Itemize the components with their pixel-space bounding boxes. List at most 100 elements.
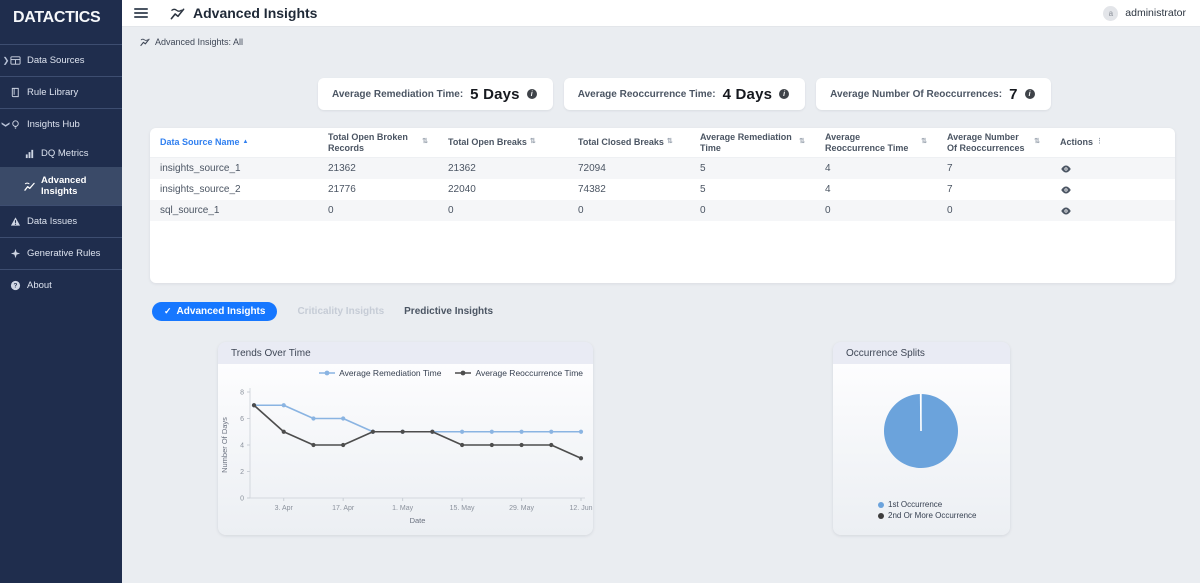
- kpi-label: Average Number Of Reoccurrences:: [830, 88, 1003, 100]
- bar-chart-icon: [24, 148, 35, 159]
- column-header-total-open-broken-records[interactable]: Total Open Broken Records ⇅: [318, 132, 438, 153]
- svg-text:12. Jun: 12. Jun: [570, 505, 593, 512]
- kpi-number-of-reoccurrences: Average Number Of Reoccurrences: 7 i: [816, 78, 1051, 110]
- column-header-total-open-breaks[interactable]: Total Open Breaks ⇅: [438, 137, 568, 147]
- trend-chart-icon: [140, 38, 150, 46]
- legend-label: Average Remediation Time: [339, 368, 442, 378]
- table-row: insights_source_1 21362 21362 72094 5 4 7: [150, 158, 1175, 179]
- info-icon[interactable]: i: [1024, 89, 1035, 99]
- cell-value: 74382: [578, 184, 606, 195]
- hamburger-menu-icon[interactable]: [134, 8, 148, 18]
- cell-value: 0: [947, 205, 953, 216]
- occurrence-splits-card: Occurrence Splits 1st Occurrence 2nd Or M…: [833, 342, 1010, 535]
- svg-text:2: 2: [240, 469, 244, 476]
- sidebar-item-about[interactable]: ? About: [0, 269, 122, 301]
- tab-criticality-insights: Criticality Insights: [297, 306, 385, 317]
- sidebar-item-rule-library[interactable]: Rule Library: [0, 76, 122, 108]
- column-header-average-reoccurrence-time[interactable]: Average Reoccurrence Time ⇅: [815, 132, 937, 153]
- sidebar-item-data-sources[interactable]: ❯ Data Sources: [0, 44, 122, 76]
- user-menu[interactable]: a administrator: [1103, 5, 1186, 21]
- column-header-actions[interactable]: Actions ⋮: [1050, 137, 1115, 147]
- breadcrumb: Advanced Insights: All: [140, 37, 243, 47]
- kpi-label: Average Reoccurrence Time:: [577, 88, 716, 100]
- sidebar-item-label: Insights Hub: [27, 119, 80, 130]
- legend-marker-icon: [878, 512, 884, 519]
- occurrence-pie-chart: [884, 393, 959, 468]
- svg-text:29. May: 29. May: [509, 505, 534, 512]
- breadcrumb-label: Advanced Insights: All: [155, 37, 244, 47]
- column-label: Average Remediation Time: [700, 132, 792, 153]
- view-row-button[interactable]: [1050, 184, 1115, 196]
- column-header-data-source-name[interactable]: Data Source Name ▲: [150, 137, 318, 147]
- legend-label: 2nd Or More Occurrence: [888, 511, 977, 520]
- sidebar-item-label: Rule Library: [27, 87, 79, 98]
- insights-tabs: ✓ Advanced Insights Criticality Insights…: [152, 302, 493, 321]
- sort-icon: ⇅: [422, 138, 428, 146]
- sort-icon: ⇅: [1034, 138, 1040, 146]
- legend-item-average-reoccurrence-time[interactable]: Average Reoccurrence Time: [455, 368, 583, 378]
- sidebar-item-dq-metrics[interactable]: DQ Metrics: [0, 140, 122, 167]
- cell-value: 0: [700, 205, 706, 216]
- top-bar: Advanced Insights a administrator: [122, 0, 1200, 27]
- view-row-button[interactable]: [1050, 205, 1115, 217]
- column-header-average-number-of-reoccurrences[interactable]: Average Number Of Reoccurrences ⇅: [937, 132, 1050, 153]
- cell-data-source-name: insights_source_2: [160, 184, 241, 195]
- sidebar-item-advanced-insights[interactable]: Advanced Insights: [0, 167, 122, 205]
- chevron-down-icon: ❯: [1, 121, 11, 128]
- kpi-value: 4 Days: [722, 85, 773, 103]
- cell-value: 21362: [328, 163, 356, 174]
- legend-item-2nd-or-more-occurrence[interactable]: 2nd Or More Occurrence: [878, 511, 976, 520]
- svg-text:Number Of Days: Number Of Days: [220, 417, 229, 473]
- sidebar-item-data-issues[interactable]: Data Issues: [0, 205, 122, 237]
- page-title: Advanced Insights: [193, 5, 318, 21]
- legend-marker-icon: [455, 370, 472, 376]
- info-icon[interactable]: i: [526, 89, 537, 99]
- info-icon[interactable]: i: [779, 89, 790, 99]
- avatar: a: [1103, 5, 1119, 21]
- sidebar-item-label: About: [27, 280, 52, 291]
- sort-icon: ⇅: [529, 138, 536, 146]
- cell-value: 72094: [578, 163, 606, 174]
- tab-label: Advanced Insights: [176, 306, 266, 317]
- table-row: sql_source_1 0 0 0 0 0 0: [150, 200, 1175, 221]
- sidebar-item-label: Data Sources: [27, 55, 85, 66]
- sidebar-item-label: DQ Metrics: [41, 148, 89, 159]
- kpi-remediation-time: Average Remediation Time: 5 Days i: [318, 78, 553, 110]
- svg-text:1. May: 1. May: [392, 505, 414, 512]
- sort-icon: ⇅: [666, 138, 673, 146]
- sidebar-item-generative-rules[interactable]: Generative Rules: [0, 237, 122, 269]
- kpi-label: Average Remediation Time:: [332, 88, 464, 100]
- cell-value: 21362: [448, 163, 476, 174]
- sort-icon: ⇅: [921, 138, 927, 146]
- svg-text:3. Apr: 3. Apr: [275, 505, 294, 512]
- book-icon: [10, 87, 21, 98]
- column-label: Data Source Name: [160, 137, 240, 148]
- tab-advanced-insights[interactable]: ✓ Advanced Insights: [152, 302, 278, 321]
- eye-icon: [1061, 186, 1071, 193]
- cell-value: 5: [700, 163, 706, 174]
- column-header-average-remediation-time[interactable]: Average Remediation Time ⇅: [690, 132, 815, 153]
- column-label: Average Reoccurrence Time: [825, 132, 909, 153]
- sidebar-item-insights-hub[interactable]: ❯ Insights Hub: [0, 108, 122, 140]
- cell-value: 21776: [328, 184, 356, 195]
- tab-predictive-insights[interactable]: Predictive Insights: [404, 306, 494, 317]
- kpi-reoccurrence-time: Average Reoccurrence Time: 4 Days i: [563, 78, 806, 110]
- cell-value: 4: [825, 184, 831, 195]
- column-label: Total Open Breaks: [448, 137, 527, 148]
- sort-ascending-icon: ▲: [242, 139, 249, 146]
- line-chart-legend: Average Remediation Time Average Reoccurr…: [319, 368, 583, 378]
- hub-icon: [10, 119, 21, 130]
- sparkle-icon: [10, 248, 21, 259]
- view-row-button[interactable]: [1050, 163, 1115, 175]
- user-name: administrator: [1125, 7, 1186, 19]
- svg-text:4: 4: [240, 443, 244, 450]
- legend-item-1st-occurrence[interactable]: 1st Occurrence: [878, 500, 976, 509]
- table-icon: [10, 55, 21, 66]
- sidebar-item-label: Data Issues: [27, 216, 78, 227]
- column-menu-icon: ⋮: [1096, 138, 1104, 146]
- svg-text:17. Apr: 17. Apr: [332, 505, 355, 512]
- column-header-total-closed-breaks[interactable]: Total Closed Breaks ⇅: [568, 137, 690, 147]
- svg-text:Date: Date: [410, 516, 426, 525]
- legend-item-average-remediation-time[interactable]: Average Remediation Time: [319, 368, 441, 378]
- eye-icon: [1061, 165, 1071, 172]
